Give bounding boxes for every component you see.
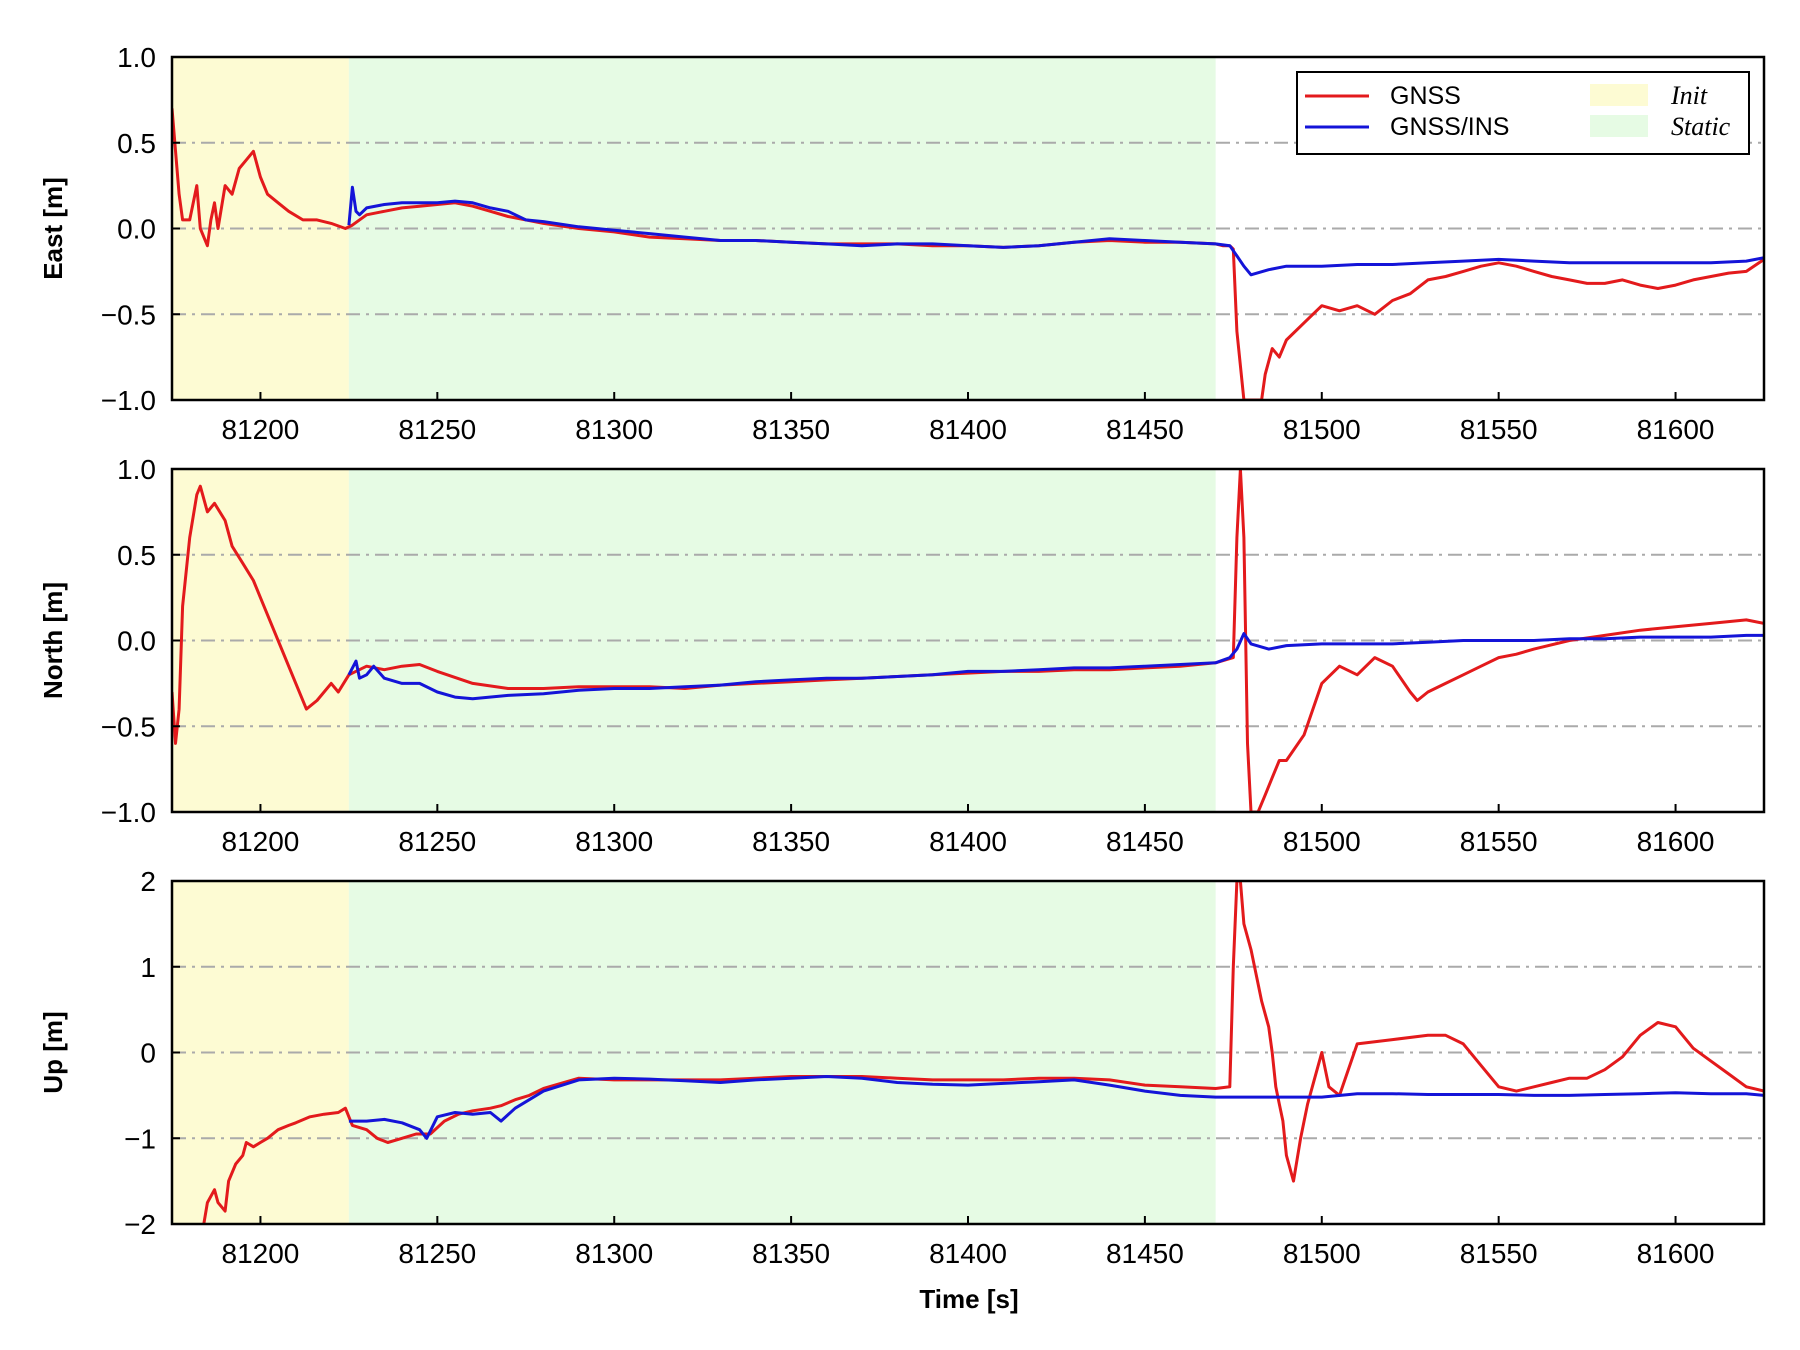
series-line-gnss-ins (347, 185, 1764, 277)
x-tick-label: 81250 (398, 414, 476, 445)
series-line-gnss (172, 469, 1764, 812)
x-tick-label: 81500 (1283, 826, 1361, 857)
y-tick-label: −0.5 (101, 299, 156, 330)
y-tick-label: 0.0 (117, 214, 156, 245)
y-tick-label: 0 (140, 1038, 156, 1069)
y-tick-label: −1.0 (101, 385, 156, 416)
x-tick-label: 81350 (752, 826, 830, 857)
series-line-gnss-ins (348, 1075, 1764, 1140)
legend-label-static: Static (1671, 112, 1731, 141)
x-tick-label: 81200 (222, 1238, 300, 1269)
series-line-gnss (172, 108, 1764, 400)
y-axis-title: Up [m] (38, 1011, 68, 1093)
y-tick-label: 0.5 (117, 540, 156, 571)
x-tick-label: 81250 (398, 1238, 476, 1269)
x-tick-label: 81550 (1460, 826, 1538, 857)
legend-label-gnss: GNSS (1390, 82, 1461, 110)
panels-layer: 1.0 0.5 0.0 −0.5 −1.0 81200 81250 81300 81350 814… (38, 42, 1766, 1269)
x-tick-label: 81350 (752, 414, 830, 445)
y-tick-label: 1 (140, 952, 156, 983)
series-group (172, 108, 1764, 400)
series-group (172, 469, 1764, 812)
y-tick-label: −0.5 (101, 711, 156, 742)
y-tick-label: 2 (140, 866, 156, 897)
legend-label-init: Init (1670, 81, 1708, 110)
legend-frame (1296, 71, 1750, 155)
panel-north-m: 1.0 0.5 0.0 −0.5 −1.0 81200 81250 81300 81350 814… (38, 454, 1766, 857)
x-tick-label: 81600 (1637, 1238, 1715, 1269)
x-tick-label: 81550 (1460, 1238, 1538, 1269)
x-tick-label: 81400 (929, 826, 1007, 857)
y-axis-title: East [m] (38, 177, 68, 280)
y-tick-label: −1.0 (101, 797, 156, 828)
x-tick-label: 81300 (575, 1238, 653, 1269)
x-tick-label: 81600 (1637, 826, 1715, 857)
y-tick-label: 1.0 (117, 42, 156, 73)
y-tick-label: 1.0 (117, 454, 156, 485)
legend-swatch-init (1590, 84, 1648, 106)
x-tick-label: 81450 (1106, 414, 1184, 445)
x-tick-label: 81350 (752, 1238, 830, 1269)
x-tick-label: 81300 (575, 826, 653, 857)
series-line-gnss (202, 881, 1764, 1224)
x-tick-label: 81200 (222, 826, 300, 857)
y-tick-label: −2 (124, 1209, 156, 1240)
y-tick-label: −1 (124, 1123, 156, 1154)
x-tick-label: 81300 (575, 414, 653, 445)
y-tick-label: 0.0 (117, 626, 156, 657)
x-tick-label: 81500 (1283, 1238, 1361, 1269)
x-tick-label: 81600 (1637, 414, 1715, 445)
legend-label-gnss-ins: GNSS/INS (1390, 113, 1509, 141)
x-tick-label: 81200 (222, 414, 300, 445)
x-tick-label: 81250 (398, 826, 476, 857)
x-tick-label: 81450 (1106, 826, 1184, 857)
x-tick-label: 81550 (1460, 414, 1538, 445)
legend: GNSS GNSS/INS Init Static (1296, 71, 1750, 155)
x-tick-label: 81400 (929, 1238, 1007, 1269)
series-group (202, 881, 1764, 1224)
series-line-gnss-ins (347, 632, 1764, 701)
y-axis-title: North [m] (38, 582, 68, 699)
panel-east-m: 1.0 0.5 0.0 −0.5 −1.0 81200 81250 81300 81350 814… (38, 42, 1766, 445)
x-axis-title: Time [s] (919, 1284, 1018, 1314)
x-tick-label: 81450 (1106, 1238, 1184, 1269)
legend-swatch-static (1590, 115, 1648, 137)
panel-up-m: 2 1 0 −1 −2 81200 81250 81300 81350 81400 81450 815… (38, 866, 1766, 1269)
x-tick-label: 81400 (929, 414, 1007, 445)
y-tick-label: 0.5 (117, 128, 156, 159)
x-tick-label: 81500 (1283, 414, 1361, 445)
